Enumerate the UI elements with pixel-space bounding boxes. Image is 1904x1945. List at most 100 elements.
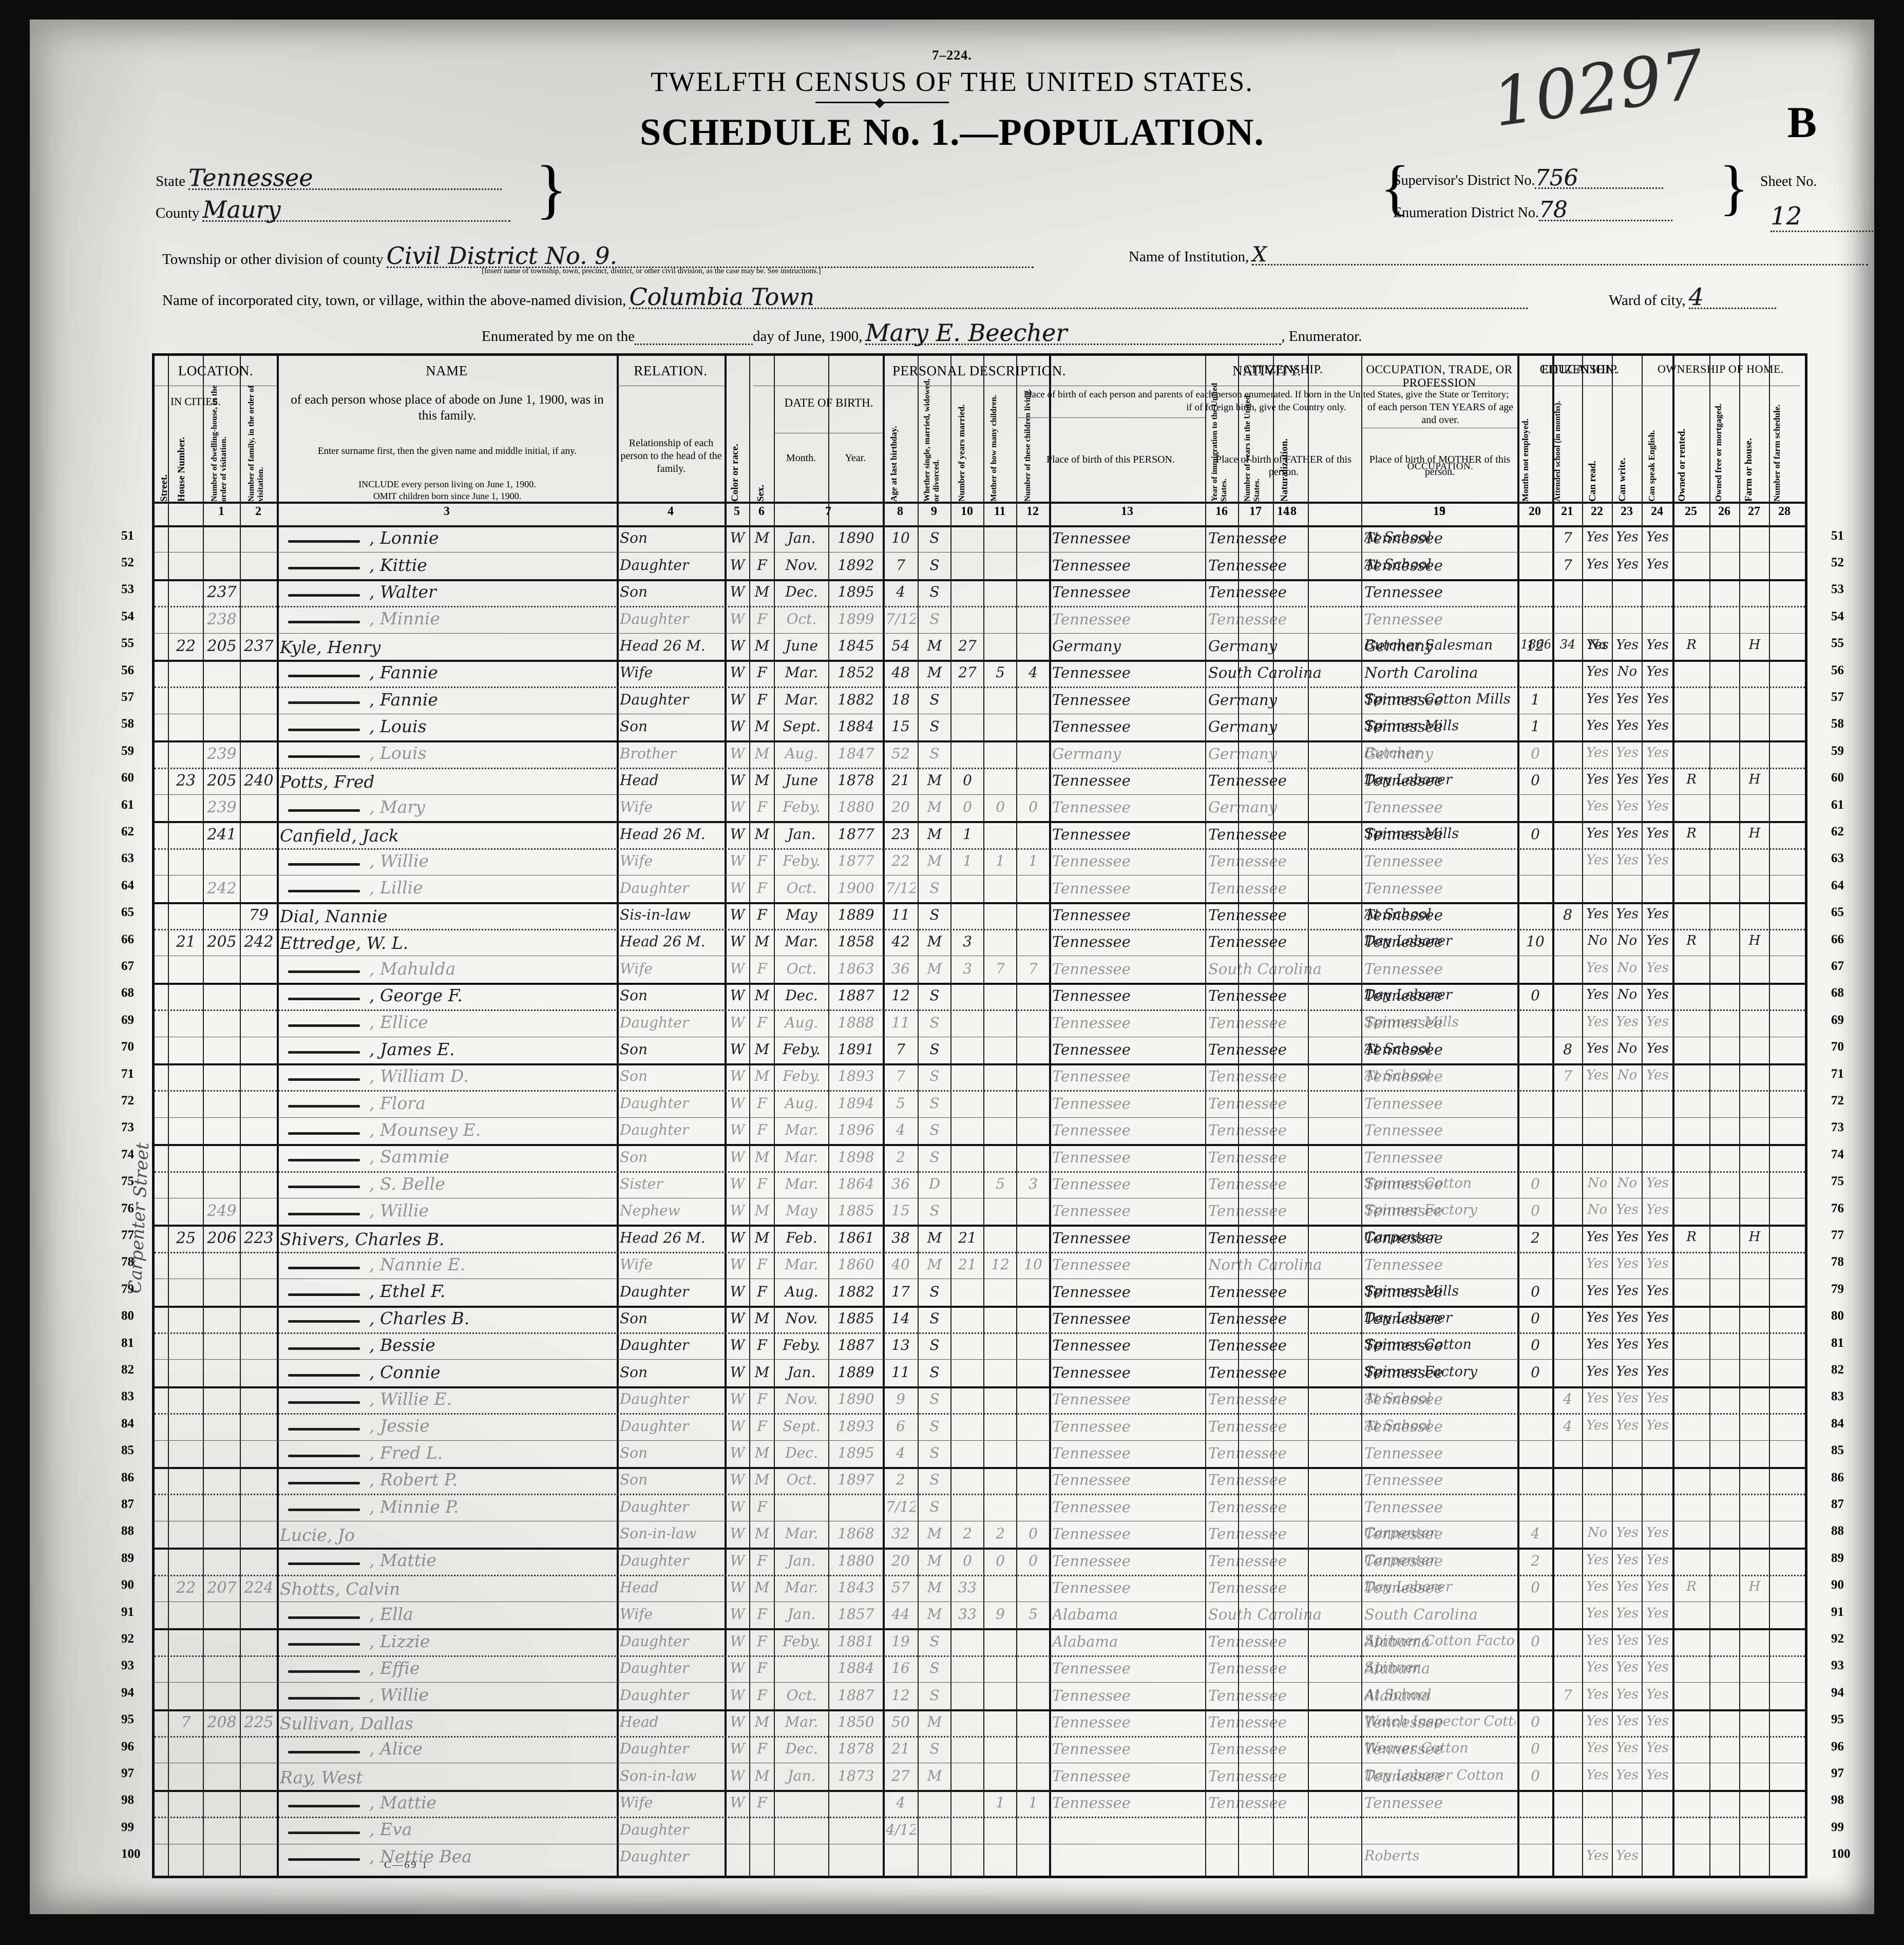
cell-chl: 0 bbox=[1029, 798, 1038, 816]
ditto-dash bbox=[288, 1401, 360, 1404]
cell-yr: 1892 bbox=[837, 556, 874, 574]
cell-age: 27 bbox=[891, 1767, 910, 1784]
city-label: Name of incorporated city, town, or vill… bbox=[162, 292, 626, 309]
row-number: 95 bbox=[121, 1712, 134, 1727]
cell-yr: 1868 bbox=[837, 1525, 874, 1542]
row-number: 91 bbox=[1831, 1605, 1844, 1619]
row-number: 58 bbox=[1831, 717, 1844, 731]
column-group-header: Enter surname first, then the given name… bbox=[317, 446, 577, 456]
cell-bp: Tennessee bbox=[1052, 1498, 1131, 1516]
column-group-header: OWNERSHIP OF HOME. bbox=[1658, 363, 1784, 375]
cell-sex: F bbox=[757, 664, 767, 681]
row-number: 74 bbox=[1831, 1147, 1844, 1161]
cell-my: 1 bbox=[963, 825, 972, 843]
cell-race: W bbox=[730, 637, 745, 654]
cell-mon: Mar. bbox=[785, 1121, 818, 1139]
cell-bm: Tennessee bbox=[1364, 529, 1443, 547]
cell-ms: M bbox=[927, 1256, 942, 1273]
rotated-column-label: Can speak English. bbox=[1647, 430, 1657, 502]
cell-race: W bbox=[730, 1309, 745, 1327]
cell-house: 23 bbox=[176, 771, 196, 790]
cell-age: 22 bbox=[891, 852, 910, 870]
cell-ms: S bbox=[929, 879, 940, 897]
ditto-dash bbox=[288, 1078, 360, 1081]
cell-yr: 1864 bbox=[837, 1175, 874, 1192]
row-number: 65 bbox=[1831, 905, 1844, 920]
cell-race: W bbox=[730, 610, 745, 627]
cell-bf: Tennessee bbox=[1208, 771, 1287, 789]
cell-bf: Tennessee bbox=[1208, 1040, 1287, 1058]
cell-bf: Tennessee bbox=[1208, 1148, 1287, 1166]
cell-bp: Tennessee bbox=[1052, 1067, 1131, 1085]
enumeration-district-label: Enumeration District No. bbox=[1393, 204, 1539, 221]
row-number: 74 bbox=[121, 1147, 134, 1161]
cell-ms: S bbox=[929, 583, 940, 601]
cell-bp: Tennessee bbox=[1052, 1713, 1131, 1731]
cell-ms: S bbox=[929, 1740, 940, 1758]
cell-mon: Feby. bbox=[783, 1632, 821, 1650]
column-rule bbox=[774, 356, 775, 1876]
cell-write: Yes bbox=[1616, 771, 1639, 787]
column-group-header: OCCUPATION. bbox=[1407, 461, 1474, 472]
cell-eng: Yes bbox=[1646, 718, 1669, 734]
cell-bm: Tennessee bbox=[1364, 1552, 1443, 1570]
township-note: [Insert name of township, town, precinct… bbox=[482, 267, 821, 275]
cell-sex: M bbox=[754, 745, 770, 762]
cell-mon: Oct. bbox=[786, 879, 817, 897]
row-rule bbox=[155, 1144, 1805, 1147]
row-rule bbox=[155, 1628, 1805, 1631]
cell-read: Yes bbox=[1586, 1606, 1609, 1622]
cell-rel: Daughter bbox=[620, 1632, 689, 1650]
cell-read: Yes bbox=[1586, 1363, 1609, 1379]
cell-yrs: 34 bbox=[1559, 637, 1576, 652]
cell-sch: 7 bbox=[1563, 529, 1572, 547]
cell-yr: 1897 bbox=[837, 1471, 874, 1489]
ditto-dash bbox=[288, 621, 360, 624]
cell-ms: S bbox=[929, 1067, 940, 1085]
cell-race: W bbox=[730, 1444, 745, 1461]
cell-bm: Tennessee bbox=[1364, 1740, 1443, 1758]
ditto-dash bbox=[288, 809, 360, 812]
cell-fm: H bbox=[1748, 637, 1761, 653]
cell-ms: S bbox=[929, 718, 940, 735]
cell-mon: Feby. bbox=[783, 852, 821, 870]
cell-ms: S bbox=[929, 1686, 940, 1704]
cell-name: , Eva bbox=[369, 1819, 412, 1840]
cell-eng: Yes bbox=[1646, 798, 1669, 814]
row-number: 85 bbox=[121, 1443, 134, 1458]
column-rule bbox=[1642, 356, 1643, 1876]
cell-write: Yes bbox=[1616, 1256, 1639, 1272]
rotated-column-label: Months not employed. bbox=[1520, 418, 1530, 502]
cell-house: 25 bbox=[176, 1229, 196, 1247]
cell-sex: F bbox=[757, 1175, 767, 1192]
ditto-dash bbox=[288, 1293, 360, 1296]
cell-read: Yes bbox=[1586, 1417, 1609, 1433]
row-number: 56 bbox=[121, 663, 134, 677]
cell-bp: Tennessee bbox=[1052, 1121, 1131, 1139]
enumeration-district-value: 78 bbox=[1538, 199, 1672, 221]
column-rule bbox=[950, 356, 951, 1876]
cell-age: 36 bbox=[891, 960, 910, 977]
cell-sex: F bbox=[757, 1121, 767, 1139]
cell-ms: S bbox=[929, 556, 940, 574]
cell-name: , Fred L. bbox=[369, 1442, 443, 1463]
cell-rel: Son bbox=[620, 1040, 648, 1058]
cell-ms: M bbox=[927, 1767, 942, 1784]
cell-mne: 0 bbox=[1531, 771, 1540, 789]
cell-bf: South Carolina bbox=[1208, 664, 1322, 682]
cell-bp: Alabama bbox=[1052, 1632, 1118, 1650]
row-rule bbox=[155, 902, 1805, 904]
cell-name: , Lonnie bbox=[369, 528, 439, 548]
cell-ms: S bbox=[929, 1632, 940, 1650]
row-rule bbox=[155, 982, 1805, 985]
cell-yr: 1881 bbox=[837, 1632, 874, 1650]
cell-race: W bbox=[730, 1578, 745, 1596]
cell-sex: F bbox=[757, 1794, 767, 1811]
cell-occ: Carpenter bbox=[1364, 1229, 1437, 1245]
cell-race: W bbox=[730, 1552, 745, 1569]
cell-bp: Tennessee bbox=[1052, 1578, 1131, 1596]
row-number: 59 bbox=[1831, 743, 1844, 758]
cell-occ: Spinner Factory bbox=[1364, 1363, 1478, 1380]
cell-read: Yes bbox=[1586, 1578, 1609, 1594]
cell-write: Yes bbox=[1616, 1390, 1639, 1406]
